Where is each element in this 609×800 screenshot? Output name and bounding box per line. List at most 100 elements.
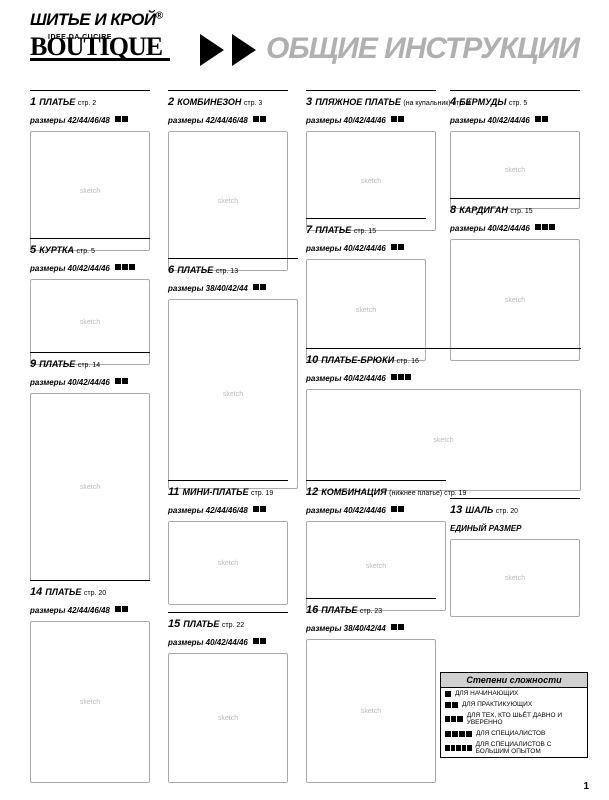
item-sizes-row: размеры 40/42/44/46 [168, 632, 288, 650]
difficulty-square [115, 116, 121, 122]
item-number: 5 [30, 244, 39, 256]
item-name: ПЛАТЬЕ [321, 605, 360, 615]
difficulty-square [260, 638, 266, 644]
item-sizes-row: размеры 38/40/42/44 [306, 618, 436, 636]
item-number: 15 [168, 618, 183, 630]
difficulty-square [253, 638, 259, 644]
pattern-item: 9 ПЛАТЬЕ стр. 14размеры 40/42/44/46 sket… [30, 352, 150, 581]
item-header: 7 ПЛАТЬЕ стр. 15 [306, 218, 426, 238]
difficulty-square [391, 506, 397, 512]
item-header: 5 КУРТКА стр. 5 [30, 238, 150, 258]
difficulty-square [129, 264, 135, 270]
item-sizes-row: размеры 42/44/46/48 [168, 500, 288, 518]
garment-sketch: sketch [450, 539, 580, 617]
difficulty-square [467, 745, 472, 751]
difficulty-square [115, 264, 121, 270]
item-header: 4 БЕРМУДЫ стр. 5 [450, 90, 580, 110]
item-name: БЕРМУДЫ [459, 97, 509, 107]
item-number: 12 [306, 486, 321, 498]
item-number: 2 [168, 96, 177, 108]
difficulty-square [260, 116, 266, 122]
item-sizes-row: размеры 38/40/42/44 [168, 278, 298, 296]
pattern-item: 13 ШАЛЬ стр. 20ЕДИНЫЙ РАЗМЕР sketch [450, 498, 580, 617]
legend-row: ДЛЯ СПЕЦИАЛИСТОВ [441, 728, 587, 739]
item-sizes-row: размеры 40/42/44/46 [306, 238, 426, 256]
garment-sketch: sketch [168, 131, 288, 271]
garment-sketch: sketch [306, 639, 436, 783]
legend-label: ДЛЯ СПЕЦИАЛИСТОВ [476, 730, 545, 737]
item-sizes: размеры 38/40/42/44 [168, 284, 248, 293]
item-sizes: размеры 42/44/46/48 [168, 116, 248, 125]
item-header: 12 КОМБИНАЦИЯ (нижнее платье) стр. 19 [306, 480, 446, 500]
difficulty-square [122, 264, 128, 270]
pattern-item: 7 ПЛАТЬЕ стр. 15размеры 40/42/44/46 sket… [306, 218, 426, 361]
difficulty-square [456, 745, 461, 751]
item-sizes: размеры 40/42/44/46 [450, 116, 530, 125]
item-header: 10 ПЛАТЬЕ-БРЮКИ стр. 16 [306, 348, 581, 368]
item-number: 14 [30, 586, 45, 598]
item-sizes-row: размеры 40/42/44/46 [306, 500, 446, 518]
item-number: 1 [30, 96, 39, 108]
brand1-text: ШИТЬЕ И КРОЙ [30, 10, 156, 29]
item-sizes-row: размеры 40/42/44/46 [450, 110, 580, 128]
item-sizes: размеры 40/42/44/46 [306, 506, 386, 515]
item-name: КОМБИНЕЗОН [177, 97, 244, 107]
difficulty-square [398, 374, 404, 380]
difficulty-square [260, 506, 266, 512]
difficulty-square [445, 716, 450, 722]
item-number: 11 [168, 486, 182, 498]
difficulty-square [122, 116, 128, 122]
item-number: 4 [450, 96, 459, 108]
legend-row: ДЛЯ ТЕХ, КТО ШЬЁТ ДАВНО И УВЕРЕННО [441, 710, 587, 728]
difficulty-square [445, 691, 451, 697]
item-header: 11 МИНИ-ПЛАТЬЕ стр. 19 [168, 480, 288, 500]
difficulty-square [398, 116, 404, 122]
registered-icon: ® [156, 10, 163, 21]
item-name: ПЛАТЬЕ [45, 587, 84, 597]
item-page: стр. 20 [84, 590, 106, 597]
page-number: 1 [583, 781, 589, 792]
difficulty-square [122, 606, 128, 612]
difficulty-square [535, 224, 541, 230]
item-page: (нижнее платье) стр. 19 [389, 490, 466, 497]
pattern-item: 10 ПЛАТЬЕ-БРЮКИ стр. 16 размеры 40/42/44/… [306, 348, 581, 491]
legend-label: ДЛЯ ПРАКТИКУЮЩИХ [462, 701, 532, 708]
garment-sketch: sketch [168, 299, 298, 489]
item-sizes: размеры 40/42/44/46 [450, 224, 530, 233]
item-sizes-row: размеры 40/42/44/46 [450, 218, 580, 236]
pattern-item: 8 КАРДИГАН стр. 15размеры 40/42/44/46 sk… [450, 198, 580, 361]
item-number: 10 [306, 354, 321, 366]
pattern-item: 11 МИНИ-ПЛАТЬЕ стр. 19размеры 42/44/46/4… [168, 480, 288, 605]
pattern-item: 4 БЕРМУДЫ стр. 5размеры 40/42/44/46 sket… [450, 90, 580, 209]
difficulty-square [445, 745, 450, 751]
difficulty-square [452, 731, 458, 737]
item-sizes: размеры 40/42/44/46 [306, 116, 386, 125]
arrow-icon [200, 34, 224, 66]
difficulty-square [462, 745, 467, 751]
brand2-subtitle: IDEE DA CUCIRE [48, 34, 112, 41]
difficulty-square [542, 224, 548, 230]
item-header: 14 ПЛАТЬЕ стр. 20 [30, 580, 150, 600]
item-sizes-row: размеры 40/42/44/46 [306, 368, 581, 386]
item-page: стр. 15 [354, 228, 376, 235]
item-sizes: размеры 40/42/44/46 [306, 374, 386, 383]
pattern-item: 6 ПЛАТЬЕ стр. 13размеры 38/40/42/44 sket… [168, 258, 298, 489]
item-name: ПЛЯЖНОЕ ПЛАТЬЕ [315, 97, 403, 107]
item-name: ПЛАТЬЕ-БРЮКИ [321, 355, 396, 365]
garment-sketch: sketch [30, 131, 150, 251]
item-sizes: размеры 40/42/44/46 [30, 264, 110, 273]
difficulty-square [535, 116, 541, 122]
pattern-item: 3 ПЛЯЖНОЕ ПЛАТЬЕ (на купальник) стр. 4ра… [306, 90, 436, 231]
garment-sketch: sketch [30, 621, 150, 783]
item-header: 2 КОМБИНЕЗОН стр. 3 [168, 90, 288, 110]
difficulty-square [391, 374, 397, 380]
difficulty-square [391, 116, 397, 122]
item-page: стр. 14 [78, 362, 100, 369]
item-number: 16 [306, 604, 321, 616]
difficulty-square [253, 284, 259, 290]
item-sizes: размеры 42/44/46/48 [30, 116, 110, 125]
item-number: 6 [168, 264, 177, 276]
item-number: 9 [30, 358, 39, 370]
item-name: ПЛАТЬЕ [39, 359, 78, 369]
difficulty-square [405, 374, 411, 380]
